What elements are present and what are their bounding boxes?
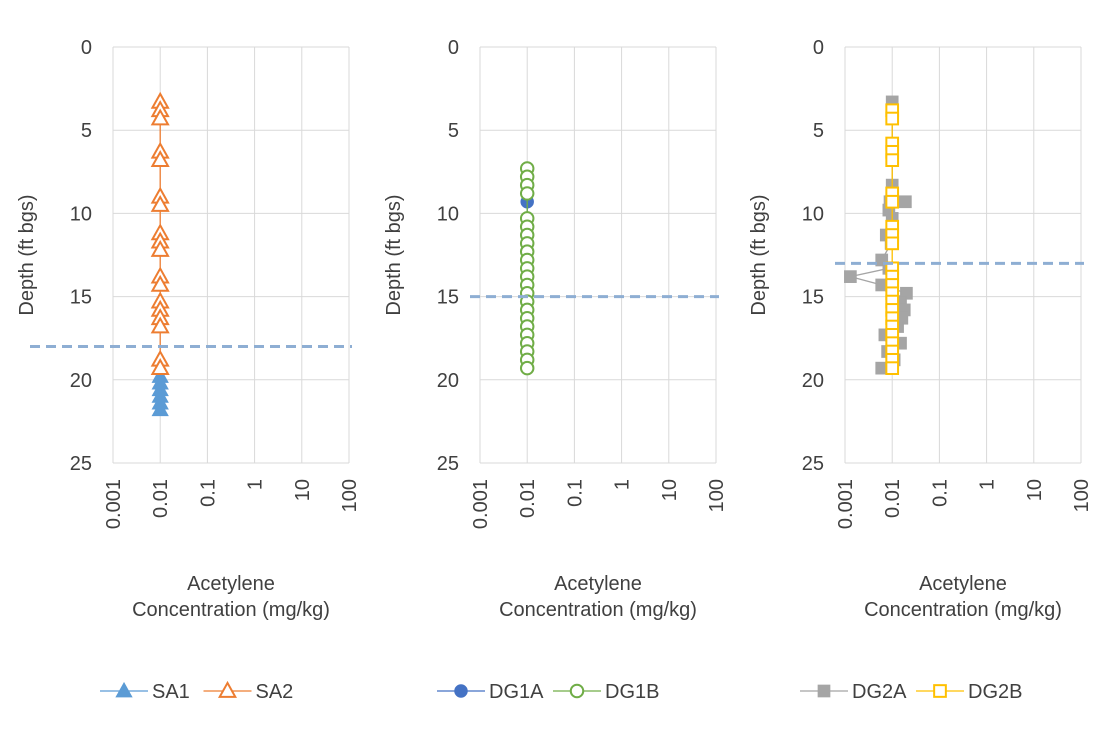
chart-panel-2: 0 5 10 15 20 25 0.001 0.01 0.1 1 10 100 Depth (ft bg…: [383, 37, 728, 703]
y-tick-label: 10: [802, 203, 824, 225]
y-tick-label: 25: [437, 453, 459, 475]
data-point: [151, 400, 169, 417]
x-tick-label: 10: [1024, 479, 1046, 501]
x-tick-label: 1: [245, 479, 267, 490]
legend-item: DG2B: [916, 681, 1022, 703]
legend-label: DG2A: [852, 681, 907, 703]
x-axis-title: Acetylene Concentration (mg/kg): [132, 573, 330, 621]
data-point: [885, 111, 900, 126]
x-tick-label: 10: [292, 479, 314, 501]
y-tick-label: 15: [802, 287, 824, 309]
y-tick-label: 0: [81, 37, 92, 59]
legend: SA1 SA2: [100, 680, 294, 703]
y-tick-label: 5: [81, 120, 92, 142]
legend-marker: [217, 680, 238, 698]
x-tick-label: 10: [659, 479, 681, 501]
x-axis-title: Acetylene Concentration (mg/kg): [864, 573, 1062, 621]
x-tick-label: 100: [1071, 479, 1093, 512]
legend-marker: [569, 683, 585, 699]
x-tick-label: 1: [977, 479, 999, 490]
x-tick-label: 0.001: [470, 479, 492, 529]
x-tick-label: 0.01: [517, 479, 539, 518]
x-tick-label: 0.1: [564, 479, 586, 507]
gridlines: [112, 46, 350, 464]
legend-marker: [115, 681, 133, 698]
legend-label: SA2: [256, 681, 294, 703]
legend-label: DG1B: [605, 681, 659, 703]
data-point: [885, 153, 900, 168]
data-point: [875, 253, 889, 267]
y-tick-label: 10: [70, 203, 92, 225]
series-DG1B: [519, 161, 535, 376]
x-tick-label: 0.001: [103, 479, 125, 529]
legend: DG2A DG2B: [800, 681, 1022, 703]
x-tick-label: 0.01: [150, 479, 172, 518]
y-tick-label: 20: [802, 370, 824, 392]
legend-label: DG2B: [968, 681, 1022, 703]
legend-label: SA1: [152, 681, 190, 703]
legend-marker: [933, 684, 947, 698]
legend-label: DG1A: [489, 681, 544, 703]
y-tick-label: 15: [437, 287, 459, 309]
legend-item: DG2A: [800, 681, 907, 703]
x-axis-title: Acetylene Concentration (mg/kg): [499, 573, 697, 621]
y-tick-label: 10: [437, 203, 459, 225]
data-point: [150, 358, 170, 376]
data-point: [150, 316, 170, 334]
data-point: [885, 194, 900, 209]
y-tick-label: 25: [70, 453, 92, 475]
y-tick-label: 20: [437, 370, 459, 392]
legend: DG1A DG1B: [437, 681, 659, 703]
y-axis-title: Depth (ft bgs): [16, 194, 38, 315]
legend-marker: [817, 684, 831, 698]
data-point: [150, 239, 170, 257]
y-tick-label: 5: [813, 120, 824, 142]
chart-panel-1: 0 5 10 15 20 25 0.001 0.01 0.1 1 10 100 Depth (ft bg…: [16, 37, 361, 703]
gridlines: [479, 46, 717, 464]
x-tick-label: 0.1: [197, 479, 219, 507]
data-point: [150, 108, 170, 126]
data-point: [150, 150, 170, 168]
data-point: [150, 274, 170, 292]
legend-item: SA1: [100, 681, 190, 703]
data-point: [885, 236, 900, 251]
data-point: [885, 361, 900, 376]
series-DG2A: [844, 95, 913, 375]
x-tick-label: 100: [706, 479, 728, 512]
y-tick-label: 0: [813, 37, 824, 59]
y-tick-label: 25: [802, 453, 824, 475]
data-point: [150, 194, 170, 212]
y-tick-label: 15: [70, 287, 92, 309]
data-point: [899, 195, 912, 209]
x-tick-label: 100: [339, 479, 361, 512]
series-SA2: [150, 91, 170, 376]
x-tick-label: 1: [612, 479, 634, 490]
x-tick-label: 0.1: [929, 479, 951, 507]
y-tick-label: 0: [448, 37, 459, 59]
legend-item: SA2: [203, 680, 294, 703]
chart-panel-3: 0 5 10 15 20 25 0.001 0.01 0.1 1 10 100 Depth (ft bg…: [748, 37, 1093, 703]
x-tick-label: 0.001: [835, 479, 857, 529]
data-point: [519, 186, 535, 201]
legend-item: DG1A: [437, 681, 544, 703]
data-point: [844, 270, 857, 283]
y-tick-label: 5: [448, 120, 459, 142]
series-SA1: [151, 367, 169, 417]
y-tick-label: 20: [70, 370, 92, 392]
x-tick-label: 0.01: [882, 479, 904, 518]
data-point: [519, 360, 535, 376]
y-axis-title: Depth (ft bgs): [383, 194, 405, 315]
legend-item: DG1B: [553, 681, 659, 703]
legend-marker: [454, 684, 468, 698]
series-DG2B: [885, 103, 900, 376]
y-axis-title: Depth (ft bgs): [748, 194, 770, 315]
